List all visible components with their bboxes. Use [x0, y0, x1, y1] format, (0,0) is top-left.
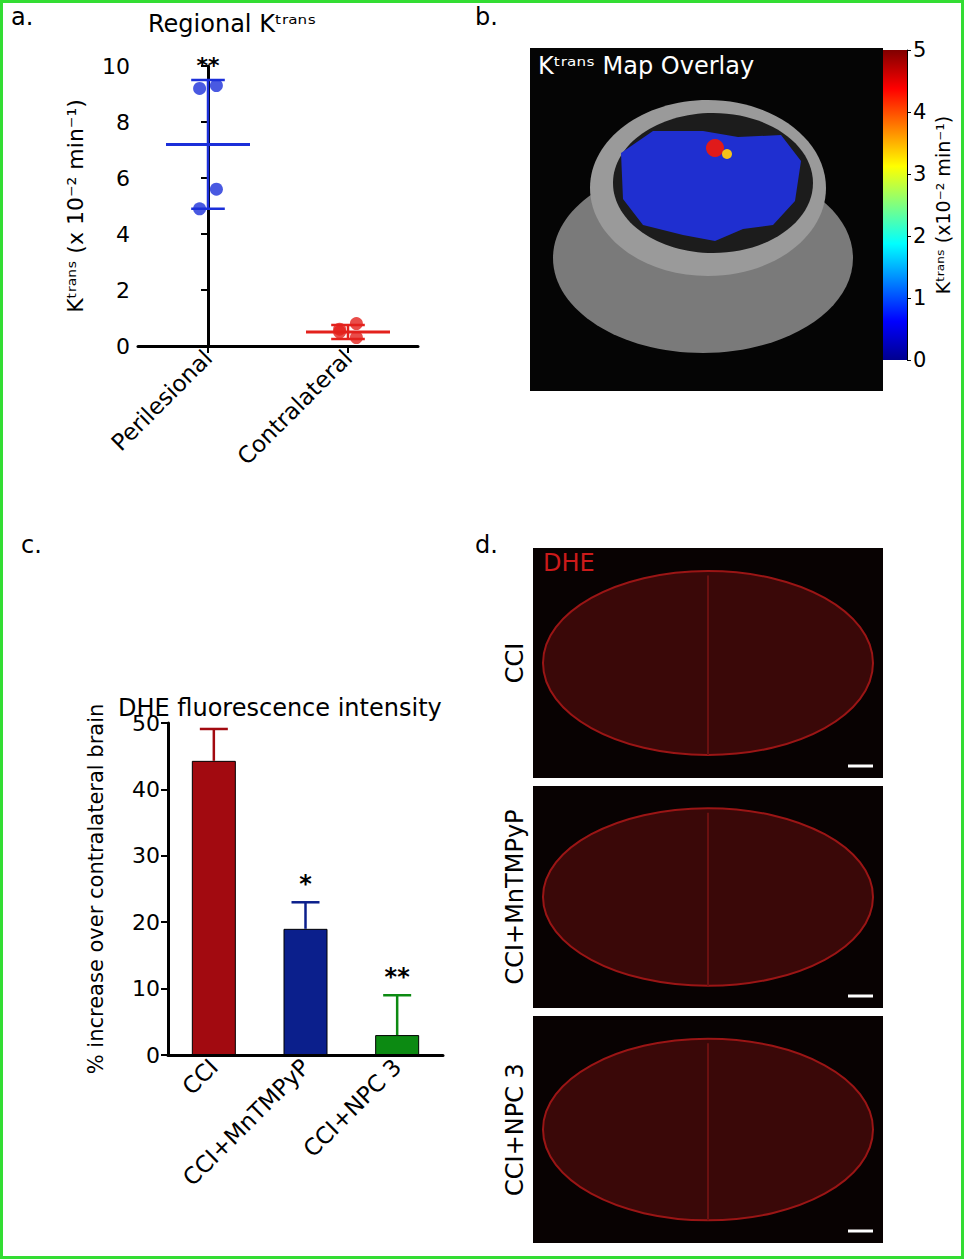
svg-text:CCI+MnTMPyP: CCI+MnTMPyP — [178, 1054, 315, 1191]
svg-text:d.: d. — [475, 531, 498, 559]
svg-text:5: 5 — [913, 38, 926, 62]
svg-text:10: 10 — [132, 976, 160, 1001]
svg-text:**: ** — [385, 963, 411, 991]
svg-text:4: 4 — [116, 222, 130, 247]
svg-text:Kᵗʳᵃⁿˢ (x 10⁻² min⁻¹): Kᵗʳᵃⁿˢ (x 10⁻² min⁻¹) — [63, 99, 88, 313]
svg-text:*: * — [299, 870, 312, 898]
svg-text:c.: c. — [21, 531, 42, 559]
svg-text:0: 0 — [116, 334, 130, 359]
svg-text:DHE: DHE — [543, 549, 595, 577]
svg-text:0: 0 — [913, 348, 926, 372]
svg-text:CCI: CCI — [177, 1054, 223, 1100]
svg-text:Kᵗʳᵃⁿˢ Map Overlay: Kᵗʳᵃⁿˢ Map Overlay — [538, 52, 754, 80]
svg-text:Perilesional: Perilesional — [106, 345, 217, 456]
svg-text:CCI+NPC 3: CCI+NPC 3 — [501, 1063, 529, 1196]
svg-text:10: 10 — [102, 54, 130, 79]
svg-text:6: 6 — [116, 166, 130, 191]
svg-text:b.: b. — [475, 3, 498, 31]
svg-text:2: 2 — [913, 224, 926, 248]
svg-text:Contralateral: Contralateral — [232, 345, 357, 470]
svg-text:CCI+MnTMPyP: CCI+MnTMPyP — [501, 809, 529, 984]
svg-text:Regional Kᵗʳᵃⁿˢ: Regional Kᵗʳᵃⁿˢ — [148, 10, 316, 38]
svg-text:1: 1 — [913, 286, 926, 310]
svg-text:0: 0 — [146, 1043, 160, 1068]
svg-text:2: 2 — [116, 278, 130, 303]
svg-text:8: 8 — [116, 110, 130, 135]
svg-text:Kᵗʳᵃⁿˢ (x10⁻² min⁻¹): Kᵗʳᵃⁿˢ (x10⁻² min⁻¹) — [932, 116, 954, 295]
svg-text:a.: a. — [11, 3, 33, 31]
svg-text:30: 30 — [132, 843, 160, 868]
svg-text:4: 4 — [913, 100, 926, 124]
svg-text:50: 50 — [132, 710, 160, 736]
svg-text:40: 40 — [132, 777, 160, 802]
svg-text:CCI+NPC 3: CCI+NPC 3 — [298, 1054, 406, 1162]
svg-text:20: 20 — [132, 910, 160, 935]
svg-text:**: ** — [196, 53, 220, 78]
svg-text:CCI: CCI — [501, 643, 529, 684]
svg-text:% increase over contralateral: % increase over contralateral brain — [84, 704, 108, 1075]
svg-text:3: 3 — [913, 162, 926, 186]
svg-text:DHE fluorescence intensity: DHE fluorescence intensity — [118, 694, 442, 722]
